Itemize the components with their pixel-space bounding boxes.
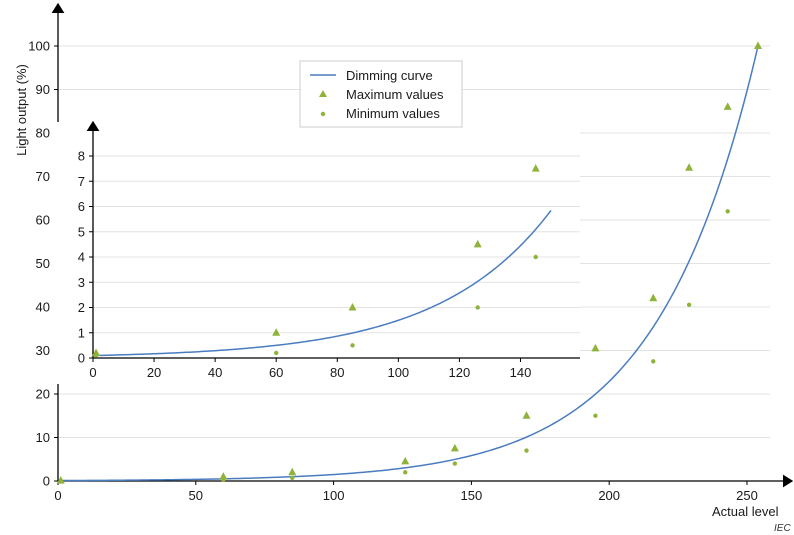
main-max-marker xyxy=(754,41,762,49)
main-x-tick-label: 200 xyxy=(598,488,620,503)
legend: Dimming curve Maximum values Minimum val… xyxy=(299,60,463,128)
inset-y-tick-label: 1 xyxy=(78,325,85,340)
main-max-marker xyxy=(649,293,658,302)
main-max-marker xyxy=(219,472,228,480)
main-y-tick-label: 100 xyxy=(28,39,50,54)
inset-y-tick-label: 7 xyxy=(78,174,85,189)
main-y-tick-label: 90 xyxy=(36,82,50,97)
main-max-marker xyxy=(723,102,732,110)
legend-label-minimum-values: Minimum values xyxy=(346,106,440,121)
inset-min-marker xyxy=(533,254,538,260)
main-min-marker xyxy=(593,413,598,418)
inset-y-tick-label: 4 xyxy=(78,250,85,265)
inset-x-tick-label: 80 xyxy=(330,365,344,380)
inset-dimming-curve xyxy=(96,209,552,357)
main-y-tick-label: 50 xyxy=(36,256,50,271)
main-min-marker xyxy=(221,477,226,482)
inset-min-marker xyxy=(350,343,355,348)
legend-triangle-swatch xyxy=(319,90,327,97)
inset-max-marker xyxy=(531,164,540,172)
main-min-marker xyxy=(290,475,295,481)
main-min-marker xyxy=(58,478,63,483)
inset-x-tick-label: 120 xyxy=(449,365,471,380)
main-x-tick-label: 0 xyxy=(54,488,61,503)
main-max-marker xyxy=(450,443,459,452)
main-min-marker xyxy=(524,448,529,453)
main-max-marker xyxy=(288,467,297,476)
inset-x-tick-label: 60 xyxy=(269,365,283,380)
main-series xyxy=(56,41,762,484)
y-axis-label: Light output (%) xyxy=(14,64,29,156)
main-min-marker xyxy=(651,359,656,364)
legend-dot-swatch xyxy=(320,111,326,117)
main-x-tick-label: 50 xyxy=(189,488,203,503)
inset-y-tick-label: 0 xyxy=(78,351,85,366)
inset-min-marker xyxy=(274,350,279,356)
inset-axes xyxy=(86,120,580,359)
legend-box xyxy=(299,60,463,128)
main-max-marker xyxy=(685,163,694,171)
inset-x-tick-label: 0 xyxy=(89,365,96,380)
inset-x-tick-label: 40 xyxy=(208,365,222,380)
inset-min-marker xyxy=(475,305,480,310)
x-axis-label: Actual level xyxy=(712,504,779,519)
main-y-tick-label: 70 xyxy=(36,169,50,184)
main-y-tick-label: 80 xyxy=(36,126,50,141)
main-min-marker xyxy=(725,209,730,214)
inset-max-marker xyxy=(473,239,482,248)
inset-background xyxy=(50,122,580,384)
inset-max-marker xyxy=(92,348,101,356)
inset-max-marker xyxy=(272,328,281,336)
inset-y-tick-label: 8 xyxy=(78,149,85,164)
inset-y-tick-label: 5 xyxy=(78,224,85,239)
iec-credit: IEC xyxy=(774,523,791,534)
inset-y-tick-label: 2 xyxy=(78,300,85,315)
main-y-tick-label: 20 xyxy=(36,387,50,402)
inset-series xyxy=(92,164,552,358)
inset-max-marker xyxy=(348,303,357,311)
main-y-tick-label: 40 xyxy=(36,300,50,315)
inset-y-tick-label: 3 xyxy=(78,275,85,290)
legend-label-maximum-values: Maximum values xyxy=(346,87,444,102)
inset-x-tick-label: 140 xyxy=(510,365,532,380)
main-x-tick-label: 150 xyxy=(461,488,483,503)
main-x-tick-label: 100 xyxy=(323,488,345,503)
main-min-marker xyxy=(686,302,692,308)
main-min-marker xyxy=(452,461,458,466)
main-max-marker xyxy=(591,343,600,352)
main-y-tick-label: 0 xyxy=(43,474,50,489)
inset-gridlines xyxy=(93,155,580,334)
main-y-tick-label: 30 xyxy=(36,343,50,358)
main-y-tick-label: 60 xyxy=(36,213,50,228)
main-min-marker xyxy=(403,470,408,475)
inset-y-tick-label: 6 xyxy=(78,199,85,214)
main-dimming-curve xyxy=(60,45,759,482)
legend-label-dimming-curve: Dimming curve xyxy=(346,68,433,83)
main-x-tick-label: 250 xyxy=(736,488,758,503)
inset-x-tick-label: 100 xyxy=(387,365,409,380)
main-max-marker xyxy=(401,456,410,465)
inset-x-tick-label: 20 xyxy=(147,365,161,380)
main-max-marker xyxy=(522,411,531,419)
main-y-tick-label: 10 xyxy=(36,430,50,445)
inset-min-marker xyxy=(93,353,99,358)
